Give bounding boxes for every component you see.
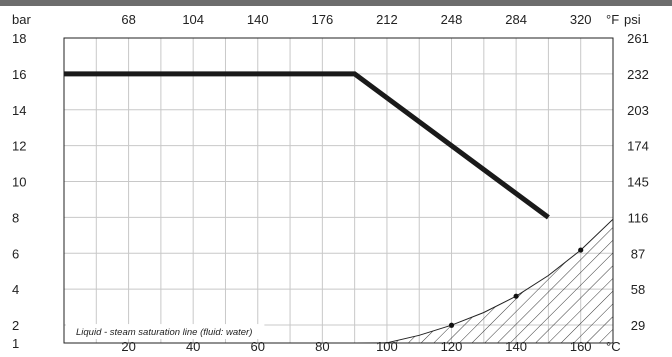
header-bar: [0, 0, 672, 6]
x-tick-label-fahrenheit: 104: [182, 12, 204, 27]
y-tick-label-bar: 4: [12, 282, 19, 297]
y-tick-label-psi: 174: [627, 139, 649, 154]
saturation-marker: [513, 293, 519, 299]
y-axis-psi-unit: psi: [624, 12, 641, 27]
y-tick-label-bar: 1: [12, 336, 19, 351]
y-tick-label-psi: 29: [631, 318, 645, 333]
x-axis-fahrenheit-ticks: 68 104 140 176 212 248 284 320: [121, 12, 591, 27]
x-tick-label-fahrenheit: 68: [121, 12, 135, 27]
y-tick-label-psi: 203: [627, 103, 649, 118]
y-tick-label-psi: 145: [627, 175, 649, 190]
x-tick-label-fahrenheit: 140: [247, 12, 269, 27]
y-tick-label-psi: 58: [631, 282, 645, 297]
x-tick-label-celsius: 80: [315, 339, 329, 354]
saturation-marker: [448, 322, 455, 328]
x-tick-label-fahrenheit: 320: [570, 12, 592, 27]
x-tick-label-celsius: 60: [251, 339, 265, 354]
x-tick-label-celsius: 140: [505, 339, 527, 354]
x-axis-celsius-unit: °C: [606, 339, 621, 354]
y-tick-label-psi: 232: [627, 67, 649, 82]
y-tick-label-bar: 8: [12, 210, 19, 225]
y-tick-label-psi: 87: [631, 246, 645, 261]
plot-frame: [63, 37, 614, 344]
saturation-hatched-area: [64, 219, 613, 343]
x-tick-label-celsius: 40: [186, 339, 200, 354]
y-tick-label-bar: 16: [12, 67, 26, 82]
y-axis-bar-unit: bar: [12, 12, 31, 27]
x-tick-label-fahrenheit: 212: [376, 12, 398, 27]
y-tick-label-psi: 261: [627, 31, 649, 46]
x-tick-label-fahrenheit: 248: [441, 12, 463, 27]
x-tick-label-celsius: 20: [121, 339, 135, 354]
x-tick-label-celsius: 100: [376, 339, 398, 354]
y-tick-label-bar: 14: [12, 103, 26, 118]
saturation-marker: [578, 247, 584, 253]
y-tick-label-bar: 2: [12, 318, 19, 333]
y-tick-label-bar: 6: [12, 246, 19, 261]
x-axis-celsius-ticks: 20 40 60 80 100 120 140 160: [121, 339, 591, 354]
x-tick-label-celsius: 120: [441, 339, 463, 354]
pressure-limit-line: [64, 71, 550, 220]
x-axis-fahrenheit-unit: °F: [606, 12, 619, 27]
annotation-background: [66, 324, 265, 340]
y-tick-label-bar: 12: [12, 139, 26, 154]
x-tick-label-fahrenheit: 284: [505, 12, 527, 27]
y-tick-label-psi: 116: [628, 210, 649, 225]
x-tick-label-celsius: 160: [570, 339, 592, 354]
y-tick-label-bar: 18: [12, 31, 26, 46]
saturation-markers: [448, 247, 584, 328]
x-tick-label-fahrenheit: 176: [312, 12, 334, 27]
y-axis-psi-ticks: 29 58 87 116 145 174 203 232 261: [627, 31, 649, 333]
y-tick-label-bar: 10: [12, 175, 26, 190]
saturation-line-label: Liquid - steam saturation line (fluid: w…: [76, 327, 252, 338]
